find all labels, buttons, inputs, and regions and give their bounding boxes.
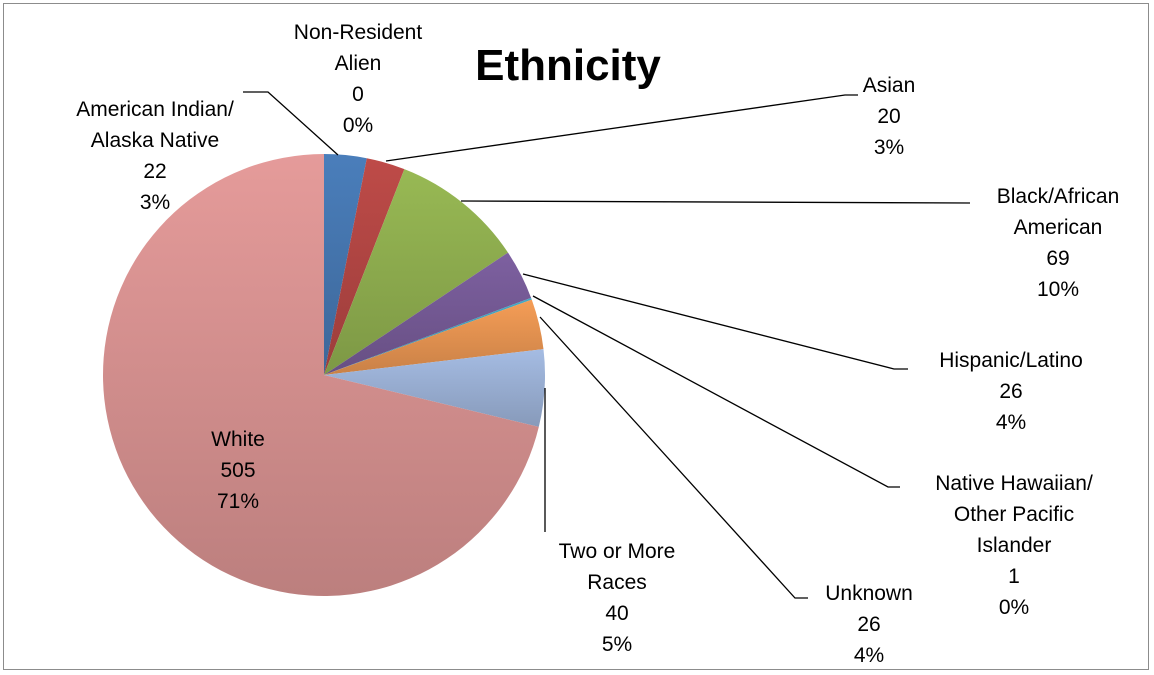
data-label-line: Alien: [335, 52, 382, 75]
data-label-line: 40: [605, 602, 628, 625]
data-label-line: Black/African: [997, 185, 1120, 208]
pie-slice: [324, 297, 532, 375]
data-label-line: Two or More: [559, 540, 676, 563]
data-label: American Indian/Alaska Native 22 3%: [76, 98, 234, 214]
data-label-line: 3%: [874, 136, 904, 159]
data-label-line: 0%: [999, 596, 1029, 619]
data-label: Non-Resident Alien 0 0%: [294, 21, 423, 137]
data-label: Unknown 26 4%: [825, 582, 913, 667]
data-label-line: Native Hawaiian/: [935, 472, 1093, 495]
data-label-line: 0%: [343, 114, 373, 137]
leader-line: [532, 295, 900, 488]
data-label-line: White: [211, 428, 265, 451]
data-label-line: 505: [220, 459, 255, 482]
pie-slice: [324, 349, 546, 427]
data-label-line: American: [1014, 216, 1103, 239]
leader-line: [539, 316, 808, 599]
data-label: White 505 71%: [211, 428, 265, 513]
data-label-line: Alaska Native: [91, 129, 219, 152]
data-label-line: 3%: [140, 191, 170, 214]
data-label-line: Other Pacific: [954, 503, 1074, 526]
data-label-line: 22: [143, 160, 166, 183]
pie-slice: [324, 169, 508, 375]
data-label: Hispanic/Latino 26 4%: [939, 349, 1083, 434]
data-label-line: Asian: [863, 74, 916, 97]
data-label-line: Non-Resident: [294, 21, 423, 44]
leader-line: [460, 200, 971, 204]
leader-line: [385, 94, 858, 162]
pie-slice: [324, 154, 367, 375]
pie-slice: [324, 252, 532, 375]
leader-line: [243, 91, 339, 156]
pie-slice: [103, 154, 539, 596]
data-label-line: Islander: [977, 534, 1052, 557]
data-label-line: 4%: [854, 644, 884, 667]
data-label: Black/African American 69 10%: [997, 185, 1120, 301]
data-label-line: American Indian/: [76, 98, 234, 121]
data-label-line: Hispanic/Latino: [939, 349, 1083, 372]
chart-title: Ethnicity: [475, 41, 661, 90]
data-label-line: 26: [857, 613, 880, 636]
data-label-line: Races: [587, 571, 647, 594]
leader-line: [522, 273, 908, 370]
slice-labels: American Indian/Alaska Native 22 3% Asian 20…: [76, 21, 1119, 667]
data-label-line: 0: [352, 83, 364, 106]
data-label-line: 4%: [996, 411, 1026, 434]
data-label-line: 71%: [217, 490, 259, 513]
data-label-line: 1: [1008, 565, 1020, 588]
data-label-line: 26: [999, 380, 1022, 403]
data-label: Native Hawaiian/Other Pacific Islander 1 0%: [935, 472, 1093, 619]
data-label: Asian 20 3%: [863, 74, 916, 159]
data-label-line: 20: [877, 105, 900, 128]
pie-slice: [324, 299, 544, 375]
data-label: Two or More Races 40 5%: [559, 540, 676, 656]
data-label-line: Unknown: [825, 582, 913, 605]
leader-lines: [243, 91, 971, 599]
data-label-line: 10%: [1037, 278, 1079, 301]
data-label-line: 5%: [602, 633, 632, 656]
data-label-line: 69: [1046, 247, 1069, 270]
pie-slice: [324, 158, 405, 375]
pie-slices: [103, 154, 546, 596]
